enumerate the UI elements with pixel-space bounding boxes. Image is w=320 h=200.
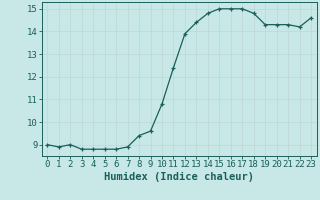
X-axis label: Humidex (Indice chaleur): Humidex (Indice chaleur) — [104, 172, 254, 182]
